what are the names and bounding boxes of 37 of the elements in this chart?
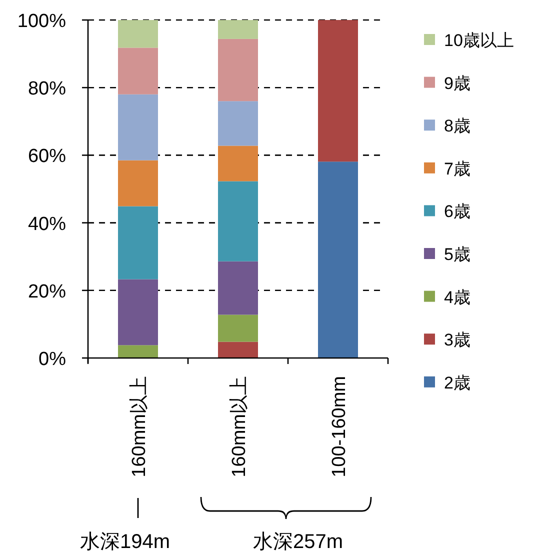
legend-label: 6歳 [444,202,470,222]
legend-label: 2歳 [444,373,470,392]
legend-label: 10歳以上 [444,31,514,50]
legend-label: 4歳 [444,288,470,307]
bar [218,314,258,342]
y-tick-label: 80% [28,78,66,100]
y-tick-label: 40% [28,214,66,235]
legend-label: 8歳 [444,116,470,136]
text: 水深194m [80,531,170,553]
bar [118,20,158,48]
bar [118,94,158,160]
legend-label: 5歳 [444,245,470,264]
bar [218,342,258,358]
bar [118,279,158,346]
x-tick-label: 100-160mm [329,376,350,478]
bar [318,20,358,162]
text: 水深257m [252,531,344,553]
legend-label: 9歳 [444,74,470,93]
legend-label: 7歳 [444,159,470,178]
bar [118,345,158,358]
legend-label: 3歳 [444,330,470,350]
y-tick-label: 60% [28,146,66,168]
bar [218,38,258,102]
bar [118,48,158,94]
bar [218,20,258,39]
y-tick-label: 100% [17,11,66,32]
bar [118,206,158,280]
y-tick-label: 0% [38,349,66,370]
bar [218,146,258,182]
bar [218,181,258,262]
bar [118,160,158,206]
bar [218,101,258,146]
bar [318,162,358,358]
bar [218,261,258,315]
x-tick-label: 160mm以上 [229,376,250,478]
y-tick-label: 20% [28,281,66,302]
x-tick-label: 160mm以上 [129,376,150,478]
